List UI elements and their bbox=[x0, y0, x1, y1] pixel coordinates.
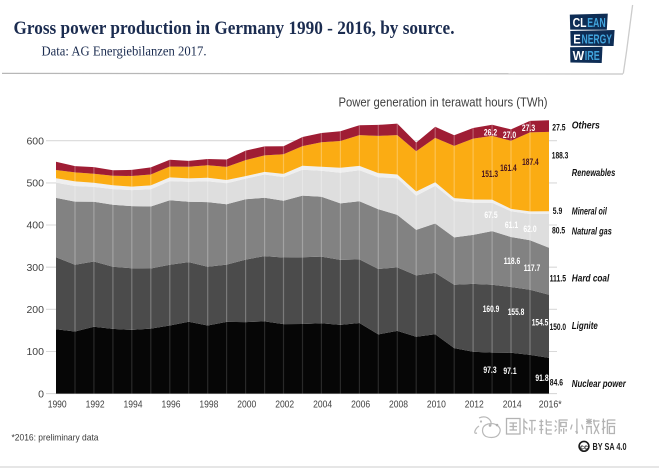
svg-text:61.1: 61.1 bbox=[505, 220, 519, 231]
svg-text:Natural gas: Natural gas bbox=[572, 225, 612, 237]
svg-text:Gross power production in Germ: Gross power production in Germany 1990 -… bbox=[14, 18, 455, 39]
svg-text:150.0: 150.0 bbox=[550, 322, 567, 333]
svg-text:154.5: 154.5 bbox=[532, 317, 549, 328]
svg-text:84.6: 84.6 bbox=[550, 377, 563, 388]
svg-text:155.8: 155.8 bbox=[508, 307, 525, 318]
svg-text:118.6: 118.6 bbox=[504, 256, 521, 267]
svg-text:2014: 2014 bbox=[503, 400, 522, 411]
svg-text:187.4: 187.4 bbox=[522, 157, 539, 168]
svg-text:1992: 1992 bbox=[86, 400, 105, 411]
svg-text:Hard coal: Hard coal bbox=[572, 272, 610, 284]
svg-text:2010: 2010 bbox=[427, 400, 446, 411]
svg-text:Data: AG Energiebilanzen 2017.: Data: AG Energiebilanzen 2017. bbox=[42, 44, 207, 59]
svg-text:W: W bbox=[573, 48, 585, 63]
svg-text:400: 400 bbox=[26, 220, 44, 232]
svg-text:1990: 1990 bbox=[48, 400, 67, 411]
svg-text:91.8: 91.8 bbox=[535, 373, 548, 384]
svg-text:Others: Others bbox=[572, 120, 600, 132]
svg-text:200: 200 bbox=[26, 304, 44, 316]
svg-text:2000: 2000 bbox=[237, 400, 256, 411]
svg-text:2008: 2008 bbox=[389, 400, 408, 411]
svg-text:62.0: 62.0 bbox=[523, 224, 536, 235]
svg-text:Lignite: Lignite bbox=[572, 320, 598, 332]
svg-text:NERGY: NERGY bbox=[582, 31, 613, 46]
svg-text:2012: 2012 bbox=[465, 400, 484, 411]
svg-text:1994: 1994 bbox=[124, 400, 143, 411]
svg-text:BY SA 4.0: BY SA 4.0 bbox=[593, 442, 627, 453]
svg-text:97.3: 97.3 bbox=[483, 365, 496, 376]
svg-text:CL: CL bbox=[573, 15, 587, 30]
svg-text:117.7: 117.7 bbox=[524, 263, 541, 274]
svg-text:97.1: 97.1 bbox=[503, 366, 517, 377]
svg-text:1996: 1996 bbox=[162, 400, 181, 411]
svg-text:188.3: 188.3 bbox=[552, 150, 569, 161]
svg-text:*2016: preliminary data: *2016: preliminary data bbox=[12, 433, 100, 444]
svg-text:500: 500 bbox=[26, 178, 44, 190]
svg-text:cc: cc bbox=[580, 442, 588, 451]
svg-text:26.2: 26.2 bbox=[484, 127, 497, 138]
svg-text:2002: 2002 bbox=[275, 400, 294, 411]
svg-text:67.5: 67.5 bbox=[484, 210, 498, 221]
svg-text:Power generation in terawatt h: Power generation in terawatt hours (TWh) bbox=[339, 95, 548, 109]
svg-text:600: 600 bbox=[26, 135, 44, 147]
svg-text:EAN: EAN bbox=[587, 15, 606, 30]
svg-text:0: 0 bbox=[38, 388, 44, 400]
svg-text:161.4: 161.4 bbox=[500, 163, 517, 174]
svg-text:100: 100 bbox=[26, 346, 44, 358]
svg-text:Renewables: Renewables bbox=[572, 167, 616, 179]
svg-text:27.5: 27.5 bbox=[552, 122, 566, 133]
svg-text:27.3: 27.3 bbox=[522, 123, 535, 134]
svg-text:2016*: 2016* bbox=[539, 400, 562, 411]
svg-text:27.0: 27.0 bbox=[503, 130, 516, 141]
svg-text:160.9: 160.9 bbox=[483, 304, 500, 315]
svg-text:Mineral oil: Mineral oil bbox=[572, 205, 608, 217]
svg-text:2006: 2006 bbox=[351, 400, 370, 411]
svg-text:IRE: IRE bbox=[585, 48, 600, 63]
svg-text:Nuclear power: Nuclear power bbox=[572, 378, 627, 390]
svg-text:1998: 1998 bbox=[199, 400, 218, 411]
svg-text:5.9: 5.9 bbox=[553, 206, 563, 217]
svg-text:151.3: 151.3 bbox=[482, 169, 499, 180]
svg-text:2004: 2004 bbox=[313, 400, 332, 411]
svg-text:111.5: 111.5 bbox=[550, 274, 567, 285]
svg-text:300: 300 bbox=[26, 262, 44, 274]
svg-text:E: E bbox=[573, 31, 581, 46]
svg-text:80.5: 80.5 bbox=[552, 226, 566, 237]
